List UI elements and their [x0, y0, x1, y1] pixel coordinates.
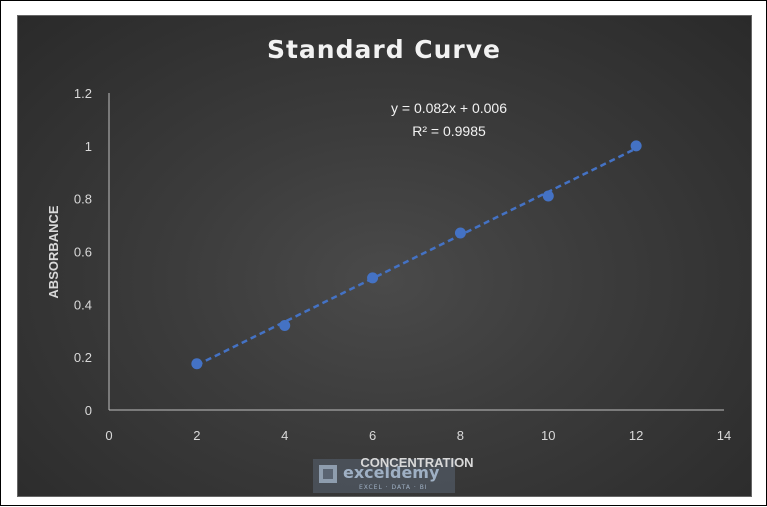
data-point	[630, 140, 642, 152]
data-point	[454, 227, 466, 239]
chart-title: Standard Curve	[267, 35, 501, 64]
x-tick-label: 12	[629, 428, 643, 443]
data-point	[542, 190, 554, 202]
x-tick-label: 0	[105, 428, 112, 443]
x-tick-label: 14	[717, 428, 731, 443]
data-point	[191, 358, 203, 370]
data-points	[191, 140, 642, 370]
watermark-tagline: EXCEL · DATA · BI	[359, 484, 428, 491]
x-axis-title: CONCENTRATION	[360, 455, 473, 470]
x-tick-label: 2	[193, 428, 200, 443]
watermark-name: exceldemy	[343, 463, 440, 482]
y-axis-ticks: 0 0.2 0.4 0.6 0.8 1 1.2	[74, 86, 92, 418]
y-tick-label: 0.8	[74, 192, 92, 207]
chart-area	[17, 15, 752, 497]
y-tick-label: 0	[85, 403, 92, 418]
y-tick-label: 1.2	[74, 86, 92, 101]
y-axis-title: ABSORBANCE	[46, 205, 61, 299]
y-tick-label: 0.6	[74, 245, 92, 260]
exceldemy-watermark: exceldemy EXCEL · DATA · BI	[313, 459, 455, 493]
x-tick-label: 6	[369, 428, 376, 443]
r-squared-label: R² = 0.9985	[412, 123, 486, 139]
exceldemy-logo-icon	[319, 465, 337, 483]
x-tick-label: 8	[457, 428, 464, 443]
y-tick-label: 1	[85, 139, 92, 154]
x-tick-label: 10	[541, 428, 555, 443]
trendline-equation: y = 0.082x + 0.006	[391, 100, 507, 116]
x-tick-label: 4	[281, 428, 288, 443]
x-axis-ticks: 0 2 4 6 8 10 12 14	[105, 428, 731, 443]
data-point	[279, 319, 291, 331]
data-point	[367, 272, 379, 284]
y-tick-label: 0.2	[74, 350, 92, 365]
linear-trendline	[196, 147, 637, 367]
y-tick-label: 0.4	[74, 297, 92, 312]
